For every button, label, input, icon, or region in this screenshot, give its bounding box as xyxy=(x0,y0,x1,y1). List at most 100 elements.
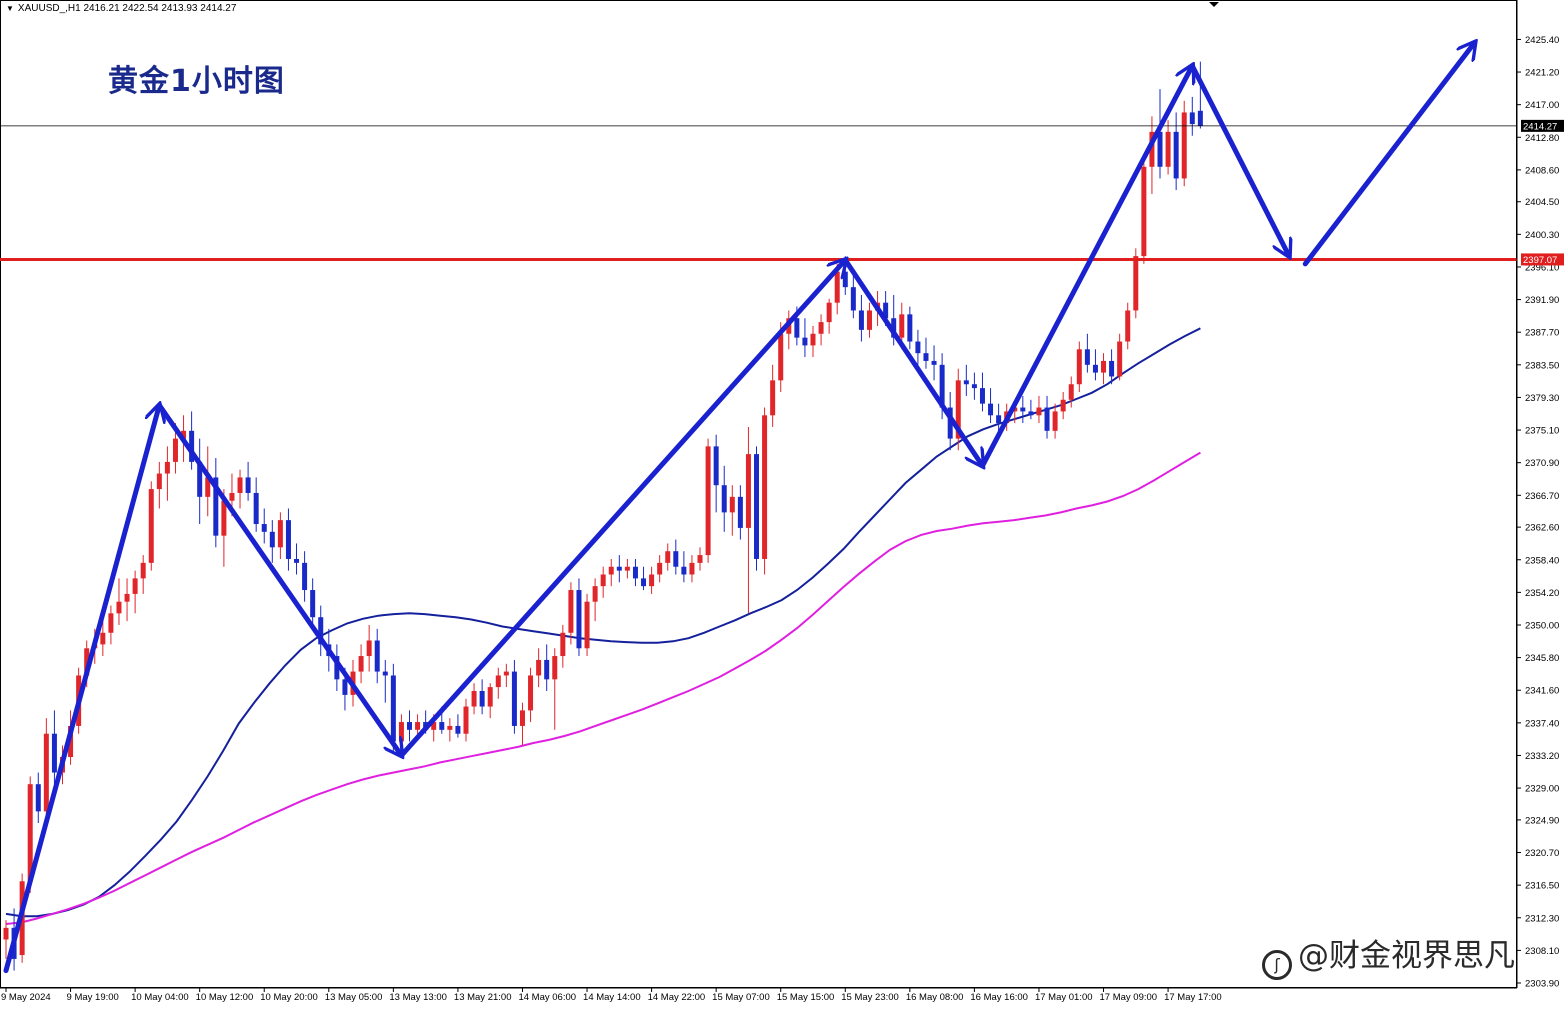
candle xyxy=(560,624,566,668)
candle-body xyxy=(140,562,146,579)
y-tick-label: 2329.00 xyxy=(1525,784,1559,795)
candle-body xyxy=(673,551,679,567)
y-tick-label: 2324.90 xyxy=(1525,815,1559,826)
candle-body xyxy=(382,671,388,676)
candle-body xyxy=(35,784,41,812)
candle-body xyxy=(148,489,154,563)
candle xyxy=(1165,120,1171,175)
candle-body xyxy=(342,679,348,695)
candle-body xyxy=(608,566,614,575)
candle-body xyxy=(858,310,864,330)
candle xyxy=(245,461,251,501)
candle xyxy=(632,558,638,587)
candle xyxy=(374,628,380,684)
chart-shift-marker xyxy=(1209,2,1219,7)
x-tick-label: 10 May 04:00 xyxy=(131,992,189,1003)
candle xyxy=(382,659,388,703)
candle xyxy=(955,368,961,451)
candle-body xyxy=(447,725,453,730)
candle-body xyxy=(737,496,743,528)
candle-body xyxy=(1117,341,1123,377)
candle xyxy=(1028,399,1034,420)
candle-body xyxy=(979,388,985,404)
candle-body xyxy=(374,640,380,672)
y-tick-label: 2333.20 xyxy=(1525,751,1559,762)
trend-arrow xyxy=(398,260,845,758)
y-tick-label: 2341.60 xyxy=(1525,686,1559,697)
candle xyxy=(689,555,695,583)
candle xyxy=(1076,341,1082,393)
candle-body xyxy=(955,380,961,439)
candle-body xyxy=(947,407,953,439)
candle xyxy=(1020,395,1026,424)
moving-average-line xyxy=(5,451,1201,925)
candle-body xyxy=(850,287,856,311)
candle-body xyxy=(576,590,582,649)
candle-body xyxy=(1028,411,1034,416)
candle-body xyxy=(108,613,114,633)
candle-body xyxy=(132,578,138,594)
candle-body xyxy=(568,590,574,633)
candle-body xyxy=(1052,411,1058,431)
candle xyxy=(519,702,525,746)
candle xyxy=(1044,395,1050,439)
y-tick-label: 2316.50 xyxy=(1525,881,1559,892)
x-tick-label: 13 May 21:00 xyxy=(454,992,512,1003)
chart-overlay-title: 黄金1小时图 xyxy=(108,64,285,99)
candle xyxy=(1109,349,1115,385)
candle xyxy=(673,539,679,575)
moving-average-line xyxy=(5,327,1201,918)
candle-body xyxy=(528,675,534,711)
collapse-triangle-icon[interactable]: ▼ xyxy=(6,4,14,13)
y-tick-label: 2421.20 xyxy=(1525,68,1559,79)
candle-body xyxy=(84,648,90,676)
watermark-text: @财金视界思凡 xyxy=(1298,938,1515,974)
candle-body xyxy=(172,438,178,462)
y-tick-label: 2387.70 xyxy=(1525,328,1559,339)
candle xyxy=(988,388,994,424)
candle xyxy=(318,605,324,657)
candle xyxy=(1068,376,1074,408)
candle-body xyxy=(181,430,187,439)
x-tick-label: 9 May 19:00 xyxy=(67,992,119,1003)
candle-body xyxy=(302,562,308,591)
candle-body xyxy=(221,500,227,536)
candle-body xyxy=(770,380,776,416)
candle-body xyxy=(1084,349,1090,365)
candle-body xyxy=(1060,399,1066,412)
candle-body xyxy=(866,310,872,330)
candle-body xyxy=(729,496,735,513)
candle xyxy=(681,551,687,583)
candle-body xyxy=(1036,407,1042,416)
candle xyxy=(1149,116,1155,194)
y-tick-label: 2337.40 xyxy=(1525,718,1559,729)
candle xyxy=(729,485,735,536)
trend-arrow xyxy=(1302,43,1474,267)
x-tick-label: 15 May 23:00 xyxy=(841,992,899,1003)
candle xyxy=(366,624,372,672)
x-tick-label: 10 May 20:00 xyxy=(260,992,318,1003)
watermark: ʃ @财金视界思凡 xyxy=(1262,930,1515,980)
candle xyxy=(487,683,493,719)
candle-body xyxy=(536,659,542,676)
trend-arrow xyxy=(1189,63,1289,256)
candle-body xyxy=(245,477,251,493)
y-tick-label: 2408.60 xyxy=(1525,165,1559,176)
candle xyxy=(310,578,316,625)
candle xyxy=(762,407,768,575)
candle xyxy=(616,555,622,583)
candle xyxy=(963,364,969,396)
candle xyxy=(1060,392,1066,420)
candle xyxy=(1189,96,1195,136)
candle xyxy=(544,644,550,691)
candle-body xyxy=(1165,131,1171,167)
candle-body xyxy=(1133,256,1139,311)
candle-body xyxy=(665,551,671,563)
candle xyxy=(197,438,203,525)
candle-body xyxy=(745,454,751,528)
candle-body xyxy=(503,671,509,676)
candle xyxy=(721,465,727,532)
candle-body xyxy=(689,562,695,575)
y-tick-label: 2400.30 xyxy=(1525,230,1559,241)
